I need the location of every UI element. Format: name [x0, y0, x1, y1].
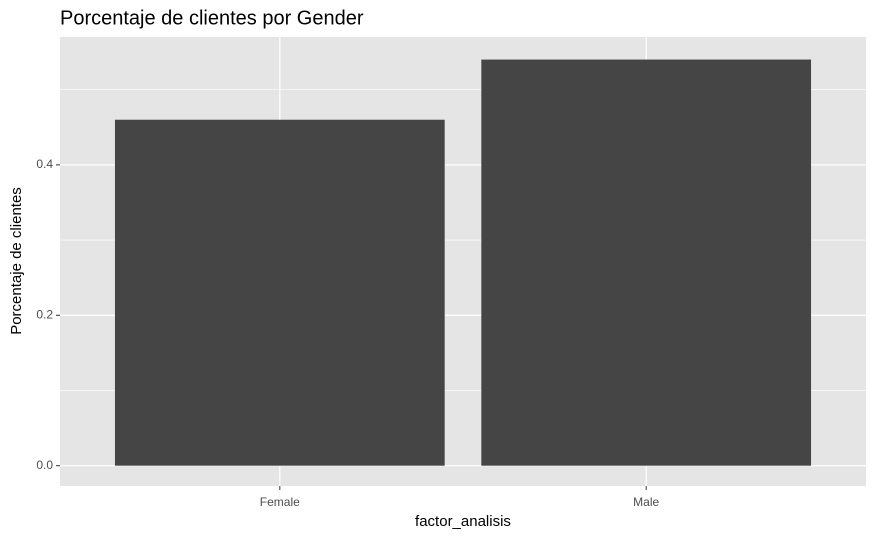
bar — [481, 59, 812, 466]
bar — [114, 119, 445, 466]
y-tick-label: 0.2 — [36, 307, 53, 321]
y-axis-label: Porcentaje de clientes — [8, 187, 25, 335]
y-tick-label: 0.4 — [36, 157, 53, 171]
chart-title: Porcentaje de clientes por Gender — [60, 7, 364, 29]
x-axis-label: factor_analisis — [415, 513, 511, 530]
x-tick-label: Female — [260, 495, 300, 509]
plot-area: 0.0 0.2 0.4 Female Male — [36, 37, 866, 509]
x-tick-label: Male — [633, 495, 659, 509]
y-tick-label: 0.0 — [36, 458, 53, 472]
